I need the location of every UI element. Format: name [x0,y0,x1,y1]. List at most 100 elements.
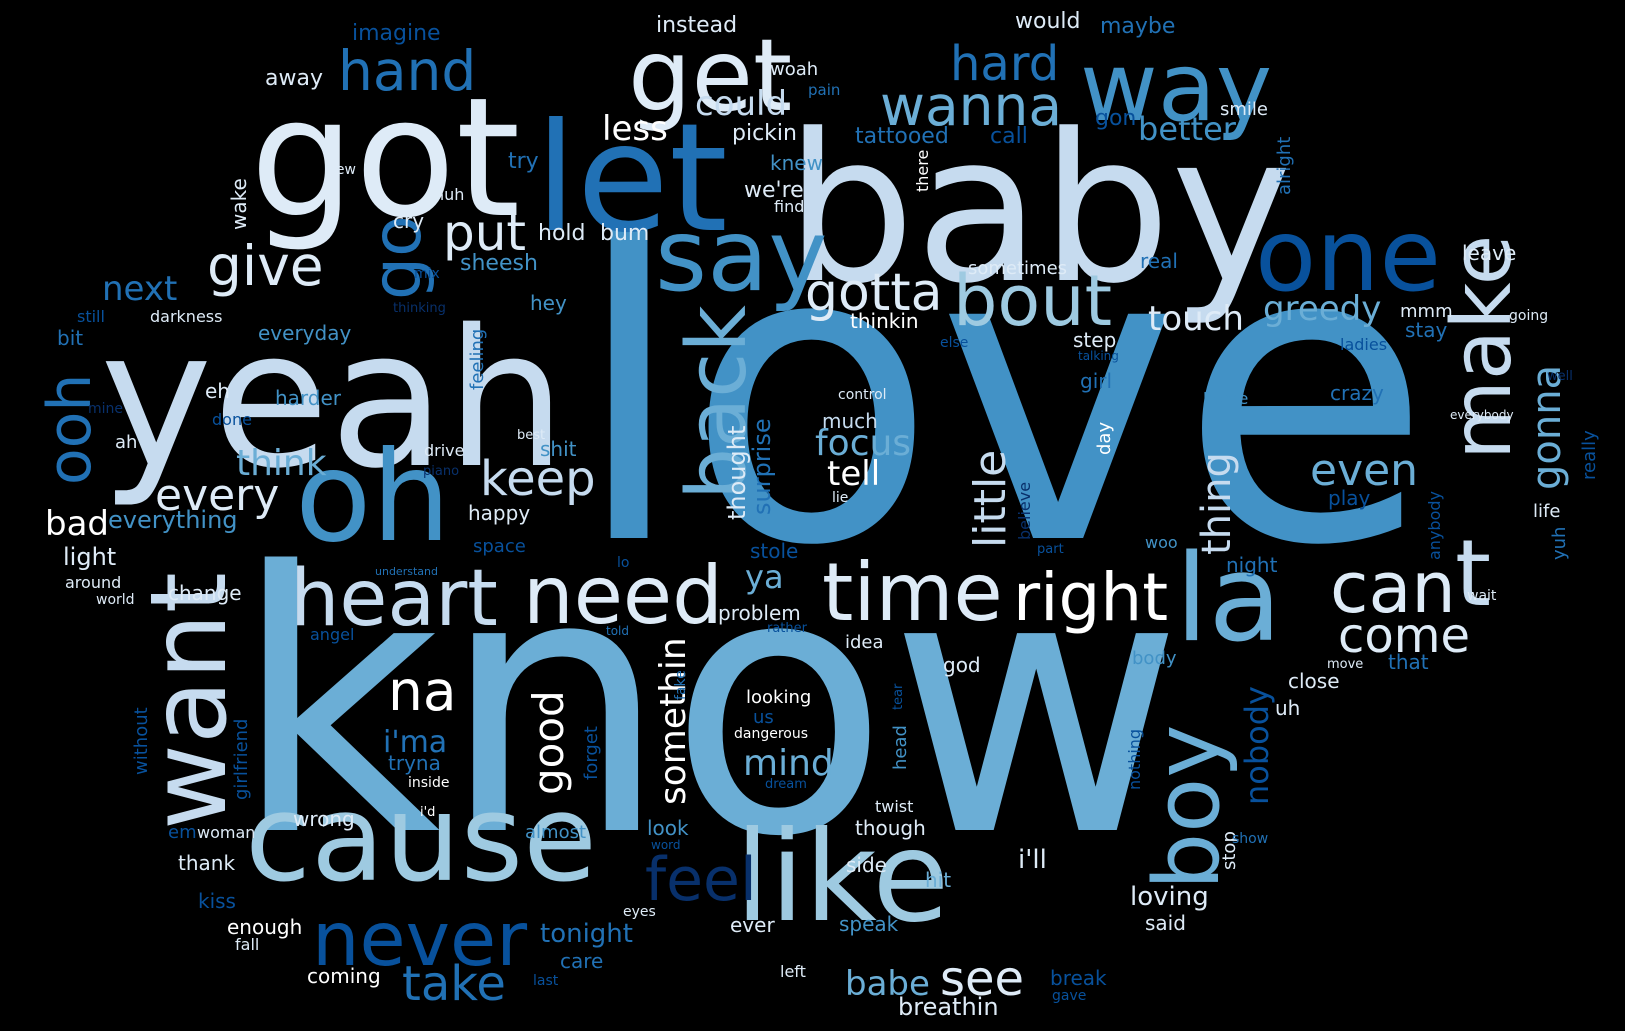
word-tear: tear [891,683,906,710]
word-world: world [96,592,135,608]
word-good: good [524,690,573,795]
word-everybody: everybody [1450,408,1514,422]
word-best: best [517,428,545,443]
word-much: much [822,409,878,433]
word-girl: girl [1080,369,1112,393]
word-cause: cause [245,770,597,909]
word-baby: baby [785,91,1292,329]
word-ooh: ooh [35,374,105,485]
word-lo: lo [617,555,629,571]
word-dangerous: dangerous [734,726,808,742]
word-stop: stop [1219,831,1240,870]
word-away: away [265,66,323,91]
word-feeling: feeling [467,329,488,390]
word-body: body [1132,648,1177,669]
word-new: new [327,162,356,178]
word-side: side [846,853,887,877]
word-need: need [523,549,723,642]
word-stay: stay [1405,318,1448,342]
word-word: word [651,838,681,852]
word-ever: ever [730,913,775,937]
word-boy: boy [1135,725,1240,890]
word-fall: fall [235,935,259,954]
word-sometimes: sometimes [968,258,1067,279]
word-still: still [77,307,105,326]
word-take: take [402,956,506,1012]
word-nothing: nothing [1125,729,1144,790]
word-else: else [940,335,968,351]
word-huh: huh [434,185,464,204]
word-ah: ah [115,432,137,453]
word-thank: thank [178,851,235,875]
word-harder: harder [275,386,342,410]
word-touch: touch [1148,299,1244,339]
word-though: though [855,816,926,840]
word-almost: almost [525,822,586,843]
word-less: less [602,109,668,149]
word-hey: hey [530,291,567,315]
word-yeah: yeah [100,289,566,510]
word-eh: eh [205,379,230,403]
word-around: around [65,573,121,592]
word-thinkin: thinkin [850,309,919,333]
word-leave: leave [1462,241,1516,265]
word-surprise: surprise [748,418,776,515]
word-woo: woo [1145,533,1178,552]
word-dream: dream [765,777,807,792]
word-heart: heart [290,554,498,644]
word-wait: wait [1467,588,1497,604]
word-ill: i'll [1018,845,1047,875]
word-pain: pain [808,81,840,99]
word-step: step [1073,328,1116,352]
word-gotta: gotta [805,263,942,323]
word-right: right [1013,559,1168,636]
word-t: t [1455,520,1491,627]
word-looking: looking [746,687,811,708]
word-think: think [236,443,327,484]
word-one: one [1255,197,1441,314]
word-there: there [913,150,932,192]
word-next: next [102,269,177,309]
word-love: love [572,157,1432,635]
word-come: come [1338,608,1470,664]
word-make: make [1435,235,1530,460]
word-care: care [560,949,603,973]
word-twist: twist [875,797,913,816]
word-said: said [1145,911,1186,935]
word-would: would [1015,9,1080,34]
word-done: done [212,410,252,429]
word-keep: keep [480,451,596,507]
word-instead: instead [656,13,737,38]
word-bout: bout [953,260,1112,342]
word-part: part [1037,542,1064,557]
word-day: day [1094,422,1115,455]
word-yuh: yuh [1549,527,1570,560]
word-show: show [1232,831,1268,847]
word-mine: mine [88,401,123,417]
word-happy: happy [468,501,530,525]
word-hand: hand [338,39,476,103]
word-lie: lie [832,490,848,506]
word-last: last [533,973,559,989]
word-find: find [774,197,804,216]
word-wanna: wanna [880,74,1062,138]
word-alright: alright [1274,137,1295,195]
word-nobody: nobody [1238,686,1276,805]
word-everything: everything [108,506,238,534]
word-without: without [131,707,152,775]
word-woah: woah [770,59,818,80]
word-god: god [943,653,981,677]
word-eyes: eyes [623,904,656,920]
word-space: space [473,536,526,557]
word-change: change [168,581,242,605]
word-get: get [628,17,792,134]
word-can: can [1330,547,1456,629]
word-give: give [207,234,324,298]
word-hit: hit [925,868,951,892]
word-night: night [1226,553,1278,577]
word-angel: angel [310,625,354,644]
word-left: left [780,962,806,981]
word-woman: woman [197,823,255,842]
